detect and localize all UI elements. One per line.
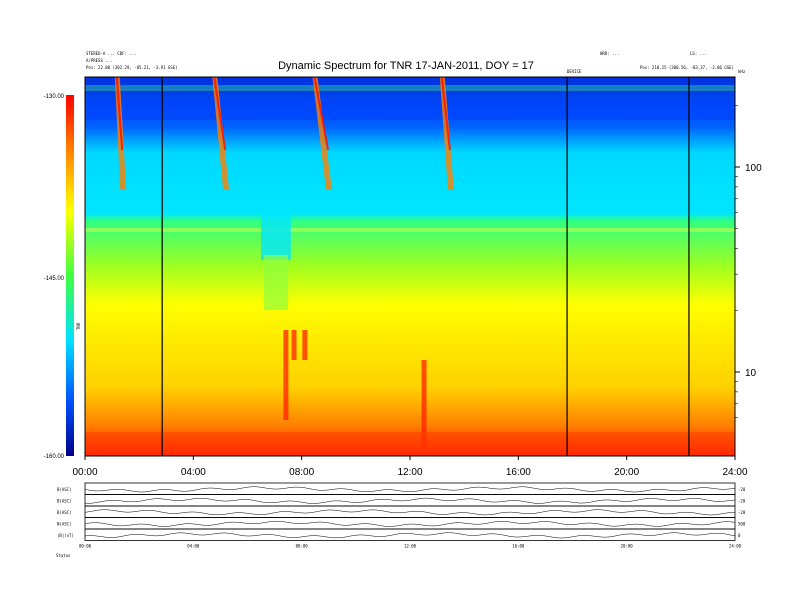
panel-x-tick-label: 04:00 [187, 544, 200, 549]
y-axis: 100 10 [735, 104, 762, 418]
y-tick-label: 10 [745, 368, 757, 379]
radio-burst-core [313, 77, 330, 150]
panel-trace [84, 532, 736, 539]
panel-right-label: 500 [738, 522, 746, 527]
panel-right-label: -20 [738, 510, 746, 515]
panel-x-tick-label: 12:00 [404, 544, 417, 549]
panel-trace [84, 509, 736, 516]
x-tick-label: 20:00 [614, 467, 639, 478]
colorbar-label: TNR [76, 322, 81, 330]
radio-spike [291, 330, 297, 360]
panel-right-label: 0 [738, 533, 741, 538]
panel-x-tick-label: 08:00 [296, 544, 309, 549]
radio-burst-core [440, 77, 451, 150]
radio-burst [212, 77, 230, 190]
panel-label: |B|(nT) [57, 533, 74, 538]
panels-footer-label: Status [56, 553, 71, 558]
colorbar: -130.00 -145.00 -160.00 TNR [44, 94, 81, 460]
panel-label: B(ASC) [57, 510, 71, 515]
header-left-line-3: Pos: 22.80 (302.29, -85.21, -3.91 GSE) [86, 65, 178, 70]
panel-trace [84, 520, 736, 527]
panel-right-label: -20 [738, 487, 746, 492]
panel-trace [84, 497, 736, 504]
chart-title: Dynamic Spectrum for TNR 17-JAN-2011, DO… [278, 60, 534, 72]
panel-x-tick-label: 24:00 [729, 544, 742, 549]
green-dip [263, 255, 289, 310]
panel-frame [84, 528, 736, 541]
panel-x-tick-label: 00:00 [79, 544, 92, 549]
panel-trace [84, 486, 736, 493]
x-tick-label: 00:00 [72, 467, 97, 478]
panel-label: B(ASC) [57, 499, 71, 504]
parameter-panels: B(ASC) -20 B(ASC) -20 B(ASC) -20 N(ASC) 500 |B|(… [57, 482, 746, 549]
band-stripe [85, 85, 735, 91]
panel-frame [84, 517, 736, 530]
header-left-line-1: STEREO-A ... CDF: ... [86, 51, 137, 56]
bottom-band [85, 432, 735, 456]
panel-label: B(ASC) [57, 487, 71, 492]
vline-label: DEVICE [567, 69, 582, 74]
x-tick-label: 08:00 [289, 467, 314, 478]
y-tick-label: 100 [745, 163, 762, 174]
radio-spike [283, 330, 289, 420]
header-left-line-2: A/PRESS ... [86, 58, 113, 63]
panel-frame [84, 482, 736, 495]
x-tick-label: 12:00 [397, 467, 422, 478]
panel-x-tick-label: 16:00 [512, 544, 525, 549]
colorbar-tick-top: -130.00 [44, 94, 65, 100]
panel-x-tick-label: 20:00 [621, 544, 634, 549]
radio-burst [312, 77, 333, 190]
radio-burst [439, 77, 454, 190]
x-tick-label: 16:00 [506, 467, 531, 478]
radio-burst-core [213, 77, 227, 150]
panel-label: N(ASC) [57, 522, 71, 527]
spectrogram-features [85, 77, 735, 456]
x-tick-label: 04:00 [181, 467, 206, 478]
event-lines [161, 77, 690, 456]
header-right-line-2: LS: ... [690, 51, 707, 56]
band-stripe [85, 228, 735, 232]
x-axis: 00:00 04:00 08:00 12:00 16:00 20:00 24:00 [72, 456, 748, 478]
radio-spike [302, 330, 308, 360]
colorbar-gradient [66, 95, 74, 456]
header-right-line-3: Pos: 218.25 (300.56, -83.37, -3.06 GSE) [640, 65, 734, 70]
x-tick-label: 24:00 [722, 467, 747, 478]
spectrogram-background [85, 77, 735, 456]
panel-right-label: -20 [738, 499, 746, 504]
band-stripe [85, 100, 735, 120]
radio-spike [421, 360, 427, 450]
spectrogram: DEVICE 00:00 04:00 08:00 12:00 16:00 20:00 24:… [72, 69, 762, 478]
cyan-dip [261, 210, 291, 260]
header-right-line-1: HRD: ... [600, 51, 619, 56]
y-corner-label: kHz [738, 69, 746, 74]
colorbar-tick-mid: -145.00 [44, 276, 65, 282]
radio-burst-core [115, 77, 124, 150]
colorbar-tick-bottom: -160.00 [44, 454, 65, 460]
